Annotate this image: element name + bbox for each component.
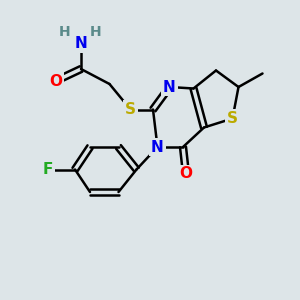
- Text: S: S: [125, 102, 136, 117]
- Text: H: H: [90, 25, 102, 38]
- Text: H: H: [59, 25, 70, 38]
- Text: O: O: [49, 74, 62, 88]
- Text: N: N: [151, 140, 164, 154]
- Text: F: F: [43, 162, 53, 177]
- Text: N: N: [163, 80, 176, 94]
- Text: S: S: [227, 111, 238, 126]
- Text: O: O: [179, 167, 193, 182]
- Text: N: N: [75, 36, 87, 51]
